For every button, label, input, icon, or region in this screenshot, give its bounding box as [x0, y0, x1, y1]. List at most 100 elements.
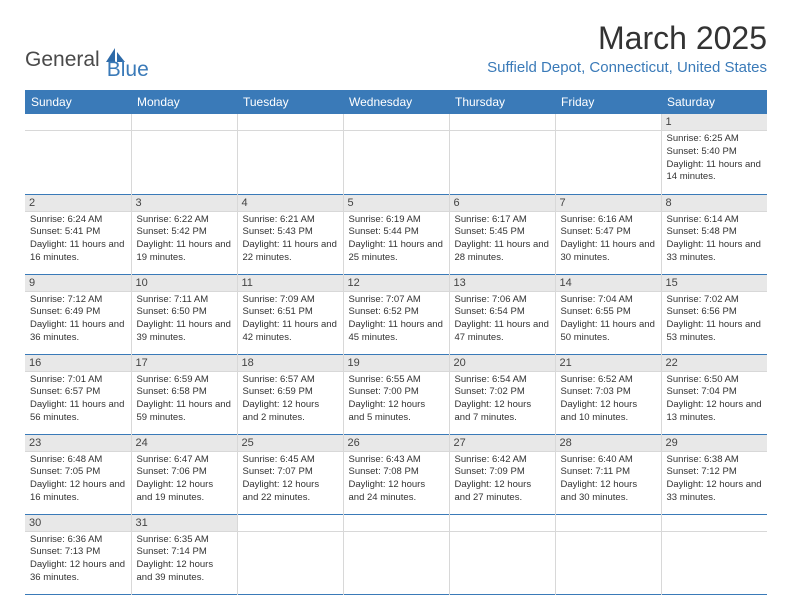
calendar-week-row: 1Sunrise: 6:25 AMSunset: 5:40 PMDaylight… — [25, 114, 767, 194]
day-number: 8 — [662, 195, 768, 212]
day-header-fri: Friday — [555, 90, 661, 114]
sunset-text: Sunset: 6:55 PM — [561, 306, 656, 319]
sunset-text: Sunset: 7:00 PM — [349, 386, 444, 399]
calendar-day-cell — [237, 514, 343, 594]
calendar-day-cell — [555, 114, 661, 194]
sunset-text: Sunset: 7:13 PM — [30, 546, 126, 559]
daylight-text: Daylight: 11 hours and 36 minutes. — [30, 319, 126, 345]
daylight-text: Daylight: 12 hours and 39 minutes. — [137, 559, 232, 585]
sunrise-text: Sunrise: 6:47 AM — [137, 454, 232, 467]
day-number: 15 — [662, 275, 768, 292]
sunset-text: Sunset: 7:02 PM — [455, 386, 550, 399]
day-number: 19 — [344, 355, 449, 372]
daylight-text: Daylight: 11 hours and 30 minutes. — [561, 239, 656, 265]
sunset-text: Sunset: 7:11 PM — [561, 466, 656, 479]
day-info: Sunrise: 6:47 AMSunset: 7:06 PMDaylight:… — [137, 454, 232, 505]
daylight-text: Daylight: 11 hours and 22 minutes. — [243, 239, 338, 265]
sunset-text: Sunset: 5:40 PM — [667, 146, 763, 159]
day-info: Sunrise: 7:07 AMSunset: 6:52 PMDaylight:… — [349, 294, 444, 345]
sunset-text: Sunset: 7:14 PM — [137, 546, 232, 559]
daylight-text: Daylight: 11 hours and 14 minutes. — [667, 159, 763, 185]
day-number — [662, 515, 768, 532]
day-info: Sunrise: 6:48 AMSunset: 7:05 PMDaylight:… — [30, 454, 126, 505]
day-info: Sunrise: 6:50 AMSunset: 7:04 PMDaylight:… — [667, 374, 763, 425]
calendar-day-cell: 15Sunrise: 7:02 AMSunset: 6:56 PMDayligh… — [661, 274, 767, 354]
sunrise-text: Sunrise: 6:55 AM — [349, 374, 444, 387]
day-number — [450, 114, 555, 131]
calendar-day-cell: 22 Sunrise: 6:50 AMSunset: 7:04 PMDayligh… — [661, 354, 767, 434]
day-number: 9 — [25, 275, 131, 292]
day-number: 12 — [344, 275, 449, 292]
sunrise-text: Sunrise: 7:04 AM — [561, 294, 656, 307]
calendar-day-cell: 2 Sunrise: 6:24 AMSunset: 5:41 PMDaylight… — [25, 194, 131, 274]
calendar-day-cell — [661, 514, 767, 594]
sunset-text: Sunset: 7:06 PM — [137, 466, 232, 479]
calendar-day-cell: 8Sunrise: 6:14 AMSunset: 5:48 PMDaylight… — [661, 194, 767, 274]
calendar-day-cell: 24 Sunrise: 6:47 AMSunset: 7:06 PMDayligh… — [131, 434, 237, 514]
calendar-day-cell: 30 Sunrise: 6:36 AMSunset: 7:13 PMDayligh… — [25, 514, 131, 594]
day-header-sat: Saturday — [661, 90, 767, 114]
daylight-text: Daylight: 11 hours and 39 minutes. — [137, 319, 232, 345]
day-number: 20 — [450, 355, 555, 372]
day-header-tue: Tuesday — [237, 90, 343, 114]
daylight-text: Daylight: 12 hours and 33 minutes. — [667, 479, 763, 505]
day-number: 7 — [556, 195, 661, 212]
day-header-mon: Monday — [131, 90, 237, 114]
day-number: 4 — [238, 195, 343, 212]
day-info: Sunrise: 6:24 AMSunset: 5:41 PMDaylight:… — [30, 214, 126, 265]
day-number: 10 — [132, 275, 237, 292]
calendar-day-cell: 25Sunrise: 6:45 AMSunset: 7:07 PMDayligh… — [237, 434, 343, 514]
sunset-text: Sunset: 6:49 PM — [30, 306, 126, 319]
day-info: Sunrise: 6:43 AMSunset: 7:08 PMDaylight:… — [349, 454, 444, 505]
calendar-day-cell — [343, 114, 449, 194]
calendar-table: Sunday Monday Tuesday Wednesday Thursday… — [25, 90, 767, 595]
sunrise-text: Sunrise: 6:35 AM — [137, 534, 232, 547]
day-number — [25, 114, 131, 131]
sunrise-text: Sunrise: 6:59 AM — [137, 374, 232, 387]
sunrise-text: Sunrise: 6:16 AM — [561, 214, 656, 227]
day-info: Sunrise: 6:22 AMSunset: 5:42 PMDaylight:… — [137, 214, 232, 265]
sunrise-text: Sunrise: 6:48 AM — [30, 454, 126, 467]
sunset-text: Sunset: 6:52 PM — [349, 306, 444, 319]
sunset-text: Sunset: 6:57 PM — [30, 386, 126, 399]
sunrise-text: Sunrise: 6:52 AM — [561, 374, 656, 387]
day-info: Sunrise: 6:36 AMSunset: 7:13 PMDaylight:… — [30, 534, 126, 585]
sunset-text: Sunset: 7:12 PM — [667, 466, 763, 479]
calendar-day-cell: 29Sunrise: 6:38 AMSunset: 7:12 PMDayligh… — [661, 434, 767, 514]
day-info: Sunrise: 6:19 AMSunset: 5:44 PMDaylight:… — [349, 214, 444, 265]
daylight-text: Daylight: 11 hours and 50 minutes. — [561, 319, 656, 345]
sunset-text: Sunset: 7:04 PM — [667, 386, 763, 399]
sunset-text: Sunset: 7:09 PM — [455, 466, 550, 479]
title-block: March 2025 Suffield Depot, Connecticut, … — [487, 20, 767, 76]
calendar-day-cell — [131, 114, 237, 194]
day-number: 2 — [25, 195, 131, 212]
sunrise-text: Sunrise: 6:54 AM — [455, 374, 550, 387]
calendar-day-cell: 6Sunrise: 6:17 AMSunset: 5:45 PMDaylight… — [449, 194, 555, 274]
day-number: 30 — [25, 515, 131, 532]
day-number: 17 — [132, 355, 237, 372]
day-number — [344, 114, 449, 131]
daylight-text: Daylight: 11 hours and 19 minutes. — [137, 239, 232, 265]
day-header-row: Sunday Monday Tuesday Wednesday Thursday… — [25, 90, 767, 114]
day-number: 18 — [238, 355, 343, 372]
day-number: 31 — [132, 515, 237, 532]
day-number: 6 — [450, 195, 555, 212]
sunrise-text: Sunrise: 6:22 AM — [137, 214, 232, 227]
daylight-text: Daylight: 12 hours and 13 minutes. — [667, 399, 763, 425]
sunset-text: Sunset: 6:56 PM — [667, 306, 763, 319]
daylight-text: Daylight: 12 hours and 24 minutes. — [349, 479, 444, 505]
day-number: 27 — [450, 435, 555, 452]
day-number: 24 — [132, 435, 237, 452]
day-info: Sunrise: 7:12 AMSunset: 6:49 PMDaylight:… — [30, 294, 126, 345]
calendar-day-cell — [449, 514, 555, 594]
daylight-text: Daylight: 12 hours and 10 minutes. — [561, 399, 656, 425]
sunrise-text: Sunrise: 6:38 AM — [667, 454, 763, 467]
day-number: 22 — [662, 355, 768, 372]
daylight-text: Daylight: 12 hours and 5 minutes. — [349, 399, 444, 425]
calendar-week-row: 16Sunrise: 7:01 AMSunset: 6:57 PMDayligh… — [25, 354, 767, 434]
day-header-sun: Sunday — [25, 90, 131, 114]
sunset-text: Sunset: 7:08 PM — [349, 466, 444, 479]
day-info: Sunrise: 7:04 AMSunset: 6:55 PMDaylight:… — [561, 294, 656, 345]
daylight-text: Daylight: 12 hours and 2 minutes. — [243, 399, 338, 425]
day-number: 1 — [662, 114, 768, 131]
